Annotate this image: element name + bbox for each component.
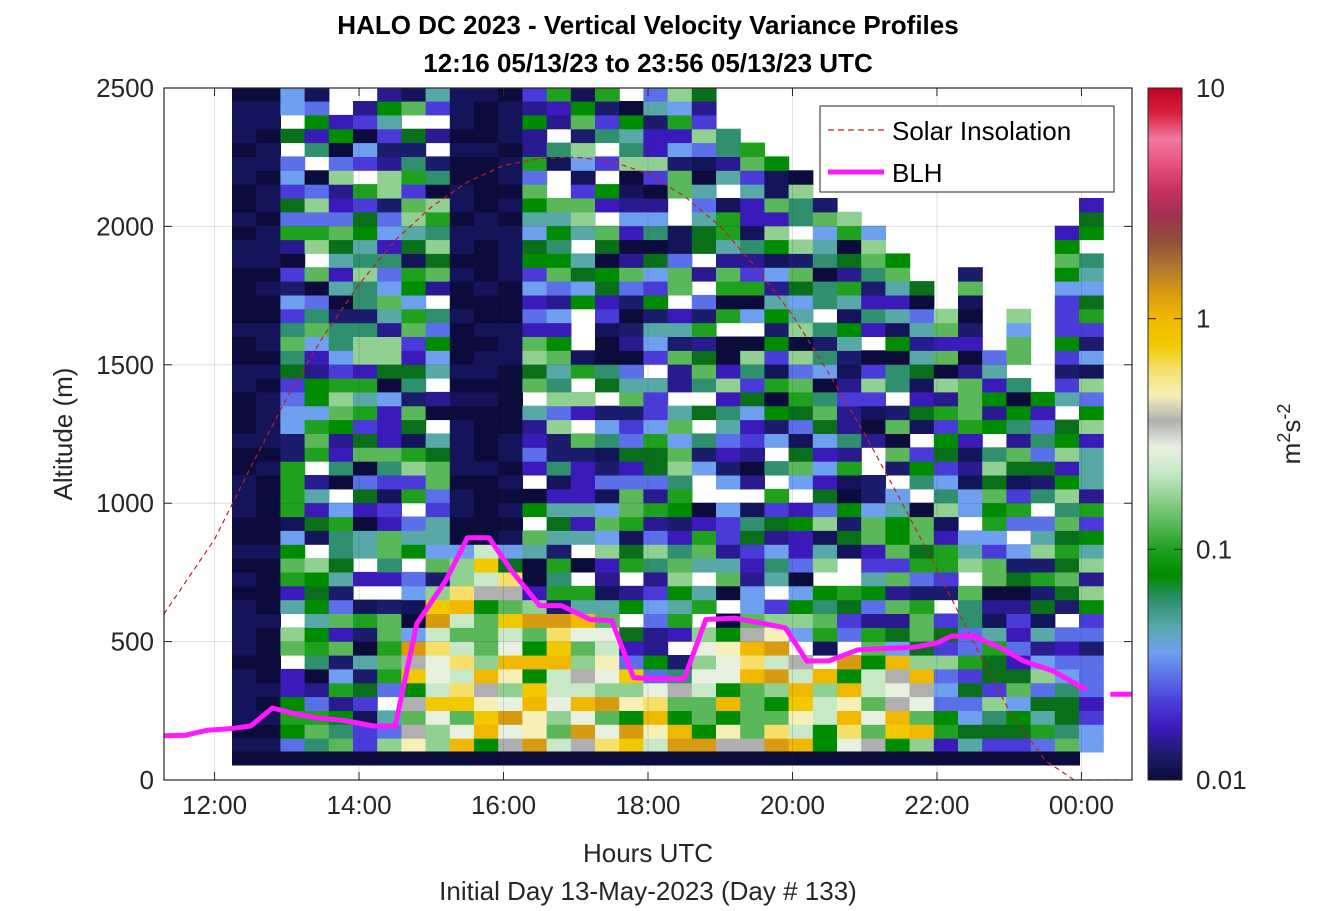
y-tick-label: 500 — [111, 627, 154, 657]
heatmap-cells — [232, 88, 1104, 766]
x-axis: 12:00 14:00 16:00 18:00 20:00 22:00 00:00 — [182, 88, 1114, 820]
colorbar-unit: m2s-2 — [1274, 404, 1306, 465]
series-lines — [164, 156, 1132, 780]
x-tick-label: 20:00 — [760, 790, 825, 820]
colorbar-tick-label: 10 — [1196, 73, 1225, 103]
colorbar-bar — [1147, 87, 1183, 781]
legend: Solar Insolation BLH — [819, 105, 1115, 193]
colorbar: 0.01 0.1 1 10 m2s-2 — [1147, 73, 1306, 795]
y-tick-label: 2500 — [96, 73, 154, 103]
colorbar-tick-label: 0.1 — [1196, 534, 1232, 564]
colorbar-tick-label: 0.01 — [1196, 765, 1247, 795]
x-tick-label: 22:00 — [904, 790, 969, 820]
y-tick-label: 1500 — [96, 350, 154, 380]
y-tick-label: 0 — [140, 765, 154, 795]
chart-title: HALO DC 2023 - Vertical Velocity Varianc… — [337, 10, 958, 40]
x-tick-label: 18:00 — [615, 790, 680, 820]
x-tick-label: 12:00 — [182, 790, 247, 820]
y-axis-label: Altitude (m) — [48, 368, 78, 501]
legend-label-solar: Solar Insolation — [892, 116, 1071, 146]
x-tick-label: 14:00 — [327, 790, 392, 820]
y-tick-label: 1000 — [96, 488, 154, 518]
x-tick-label: 00:00 — [1049, 790, 1114, 820]
solar-insolation-line — [164, 156, 1122, 780]
y-tick-label: 2000 — [96, 211, 154, 241]
legend-label-blh: BLH — [892, 158, 943, 188]
x-axis-label: Hours UTC — [583, 838, 713, 868]
colorbar-ticks: 0.01 0.1 1 10 — [1148, 73, 1247, 795]
legend-box — [819, 105, 1115, 193]
chart-subtitle: 12:16 05/13/23 to 23:56 05/13/23 UTC — [423, 48, 873, 78]
blh-line — [164, 535, 1088, 739]
x-tick-label: 16:00 — [471, 790, 536, 820]
y-axis: 0 500 1000 1500 2000 2500 — [96, 73, 1132, 795]
x-axis-secondary-label: Initial Day 13-May-2023 (Day # 133) — [439, 876, 857, 906]
colorbar-tick-label: 1 — [1196, 304, 1210, 334]
